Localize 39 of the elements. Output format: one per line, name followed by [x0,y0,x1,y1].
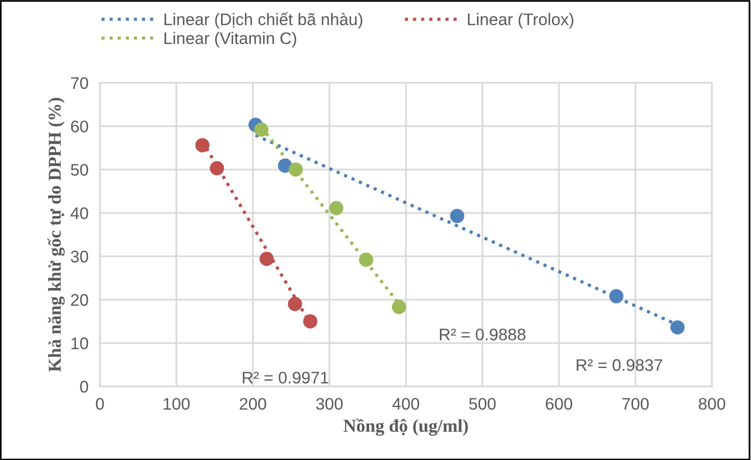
point [210,161,224,176]
point [278,158,292,173]
annotation: R² = 0.9971 [242,372,328,384]
y-tick-label: 10 [72,337,88,350]
y-tick-label: 0 [80,380,88,393]
point [260,252,274,266]
point [359,252,374,267]
y-tick-label: 50 [70,164,88,176]
point [609,289,624,304]
point [303,314,318,328]
point [288,162,303,177]
x-tick-label: 0 [96,398,104,410]
y-tick-label: 70 [71,77,88,90]
y-axis-title: Khả năng khử gốc tự do DPPH (%) [48,98,65,372]
x-tick-label: 100 [164,398,190,410]
point [670,320,685,335]
x-tick-label: 700 [622,398,649,410]
x-tick-label: 400 [392,398,420,410]
x-tick-label: 800 [698,398,726,410]
point [195,138,210,152]
x-tick-label: 500 [469,398,496,410]
point [450,208,464,224]
y-tick-label: 60 [71,120,88,132]
point [254,122,268,137]
point [288,296,302,312]
x-tick-label: 600 [546,398,572,410]
annotation: R² = 0.9837 [576,359,662,371]
y-tick-label: 40 [70,207,88,220]
x-tick-label: 200 [240,398,266,410]
y-tick-label: 30 [70,250,88,262]
legend-label: Linear (Trolox) [468,13,574,29]
y-tick-label: 20 [71,294,88,306]
legend-label: Linear (Vitamin C) [164,32,296,48]
x-axis-title: Nồng độ (ug/ml) [344,418,468,436]
point [392,300,406,314]
point [329,201,344,216]
x-tick-label: 300 [316,398,343,410]
legend-label: Linear (Dịch chiết bã nhàu) [164,12,362,29]
annotation: R² = 0.9888 [440,328,526,340]
